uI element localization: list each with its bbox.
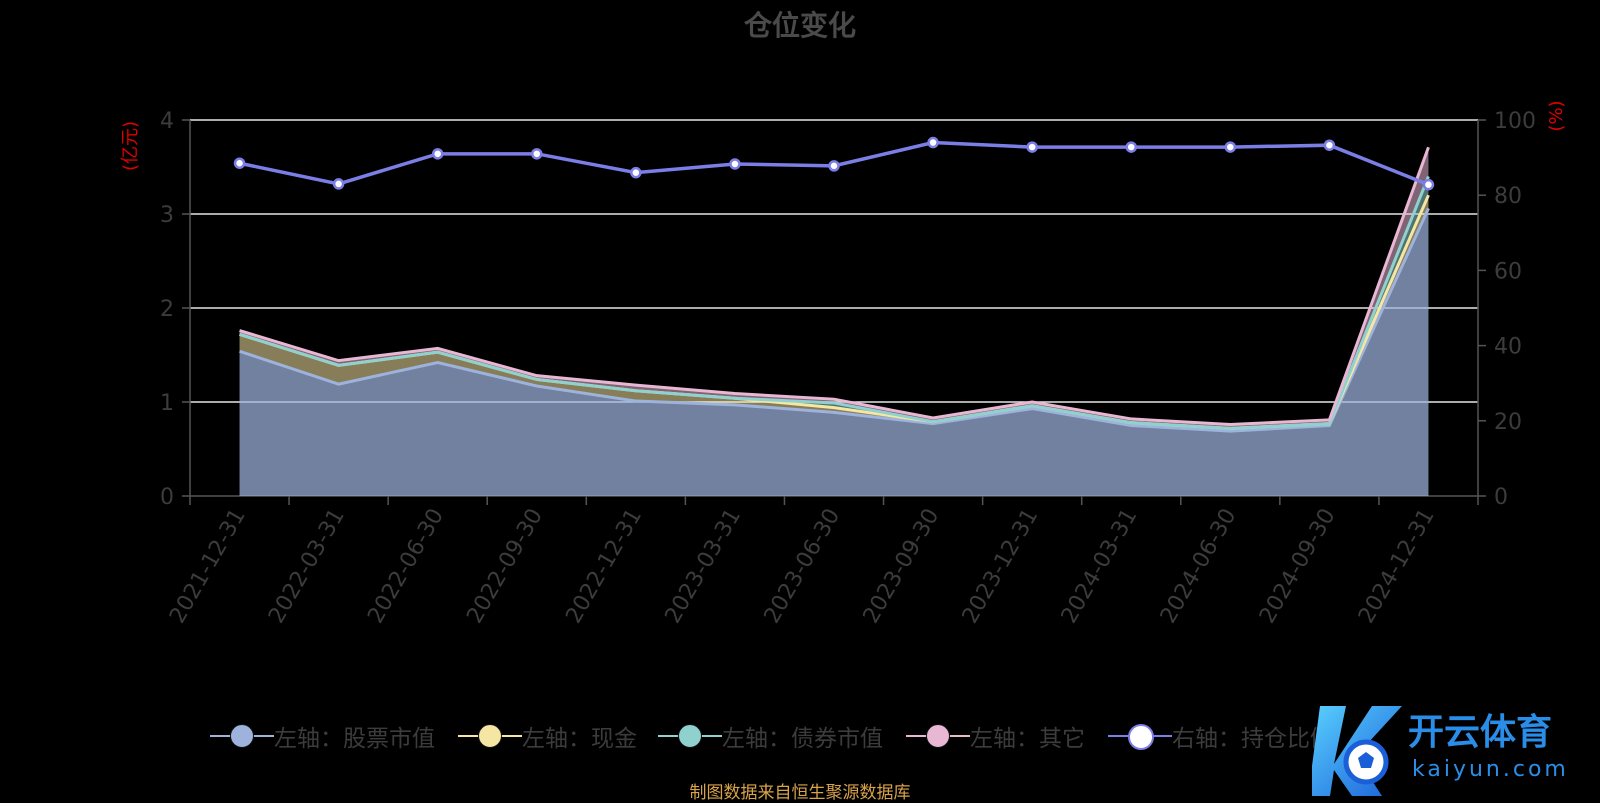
y-left-tick-label: 0 (160, 485, 174, 510)
legend-label-cash: 左轴：现金 (522, 726, 637, 752)
area-0 (239, 208, 1429, 497)
position-ratio-point (630, 166, 642, 179)
legend-item-cash[interactable]: 左轴：现金 (458, 716, 637, 756)
position-ratio-point (332, 178, 345, 190)
y-right-tick-label: 80 (1494, 184, 1522, 209)
x-tick-label: 2023-06-30 (760, 505, 846, 628)
legend-label-bond: 左轴：债券市值 (722, 726, 883, 752)
position-ratio-point (1422, 178, 1435, 191)
legend-label-other: 左轴：其它 (970, 726, 1085, 752)
legend-symbol-other (906, 716, 970, 756)
y-left-tick-label: 2 (160, 297, 174, 322)
legend-item-other[interactable]: 左轴：其它 (906, 716, 1085, 756)
x-tick-label: 2023-09-30 (859, 505, 945, 628)
x-tick-label: 2021-12-31 (165, 505, 251, 628)
position-ratio-point (729, 158, 741, 170)
legend-label-position-ratio: 右轴：持仓比例 (1172, 726, 1333, 752)
position-ratio-point (1026, 141, 1038, 153)
x-tick-label: 2024-12-31 (1354, 505, 1440, 628)
legend-item-position-ratio[interactable]: 右轴：持仓比例 (1108, 716, 1333, 756)
x-tick-label: 2023-12-31 (958, 505, 1044, 628)
y-right-tick-label: 60 (1494, 259, 1522, 284)
series-line-3 (239, 146, 1430, 427)
legend-symbol-stock (210, 716, 274, 756)
chart-legend: 左轴：股票市值 左轴：现金 左轴：债券市值 左轴：其它 右轴：持仓比例 (0, 716, 1600, 756)
watermark-brand: 开云体育 (1408, 712, 1552, 753)
position-ratio-point (927, 136, 939, 149)
legend-symbol-position-ratio (1108, 716, 1172, 756)
x-tick-label: 2022-03-31 (264, 505, 350, 628)
watermark-domain: kaiyun.com (1412, 757, 1569, 782)
legend-symbol-cash (458, 716, 522, 756)
y-left-tick-label: 3 (160, 203, 174, 228)
position-ratio-point (1323, 139, 1336, 151)
x-tick-label: 2023-03-31 (661, 505, 747, 628)
source-note: 制图数据来自恒生聚源数据库 (689, 783, 911, 803)
position-ratio-point (1125, 141, 1137, 153)
legend-label-stock: 左轴：股票市值 (274, 726, 435, 752)
y-right-axis-label: (%) (1546, 100, 1567, 131)
series-line-0 (239, 207, 1430, 433)
x-tick-label: 2022-06-30 (363, 505, 449, 628)
x-tick-label: 2024-03-31 (1057, 505, 1143, 628)
position-ratio-point (531, 148, 543, 160)
x-tick-label: 2024-09-30 (1255, 505, 1341, 628)
y-left-tick-label: 1 (160, 391, 174, 416)
x-tick-label: 2022-12-31 (561, 505, 647, 628)
position-ratio-point (233, 157, 246, 169)
x-tick-label: 2022-09-30 (462, 505, 548, 628)
position-ratio-point (1224, 141, 1237, 153)
y-left-axis-label: (亿元) (120, 121, 141, 171)
position-ratio-point (431, 148, 444, 160)
x-tick-label: 2024-06-30 (1156, 505, 1242, 628)
position-ratio-point (828, 160, 840, 172)
y-right-tick-label: 0 (1494, 485, 1508, 510)
y-right-tick-label: 20 (1494, 410, 1522, 435)
watermark-logo: 开云体育 kaiyun.com (1312, 706, 1569, 796)
series-line-2 (239, 175, 1430, 430)
chart-title: 仓位变化 (743, 9, 856, 42)
y-right-tick-label: 100 (1494, 109, 1536, 134)
legend-symbol-bond (658, 716, 722, 756)
legend-item-bond[interactable]: 左轴：债券市值 (658, 716, 883, 756)
y-right-tick-label: 40 (1494, 335, 1522, 360)
y-left-tick-label: 4 (160, 109, 174, 134)
legend-item-stock[interactable]: 左轴：股票市值 (210, 716, 435, 756)
